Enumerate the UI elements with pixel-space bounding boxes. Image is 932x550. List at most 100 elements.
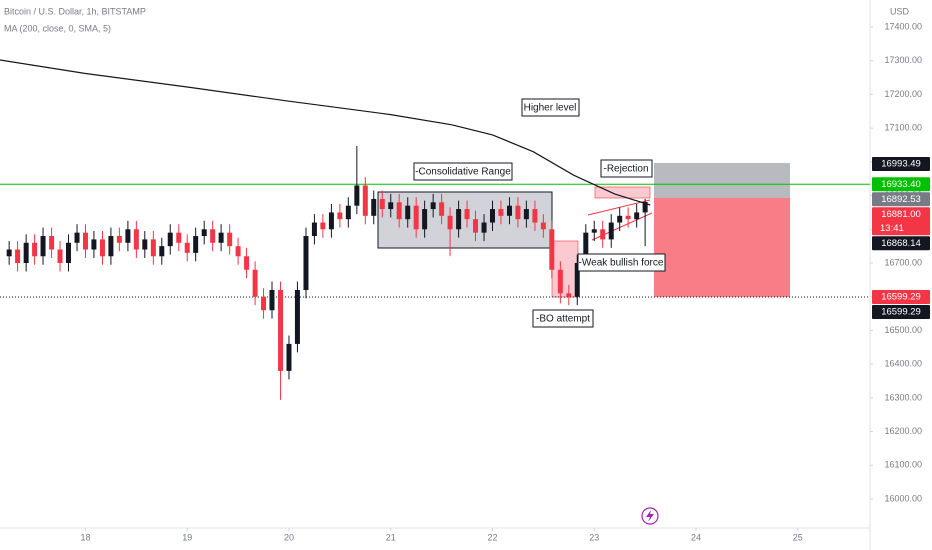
candle-body [600,229,606,240]
candle-body [193,236,199,253]
candle-body [439,202,445,216]
price-label: 16933.40 [881,179,921,190]
x-tick-label: 22 [487,532,497,542]
candle-body [269,289,275,311]
candle-body [218,232,224,243]
event-icon[interactable] [641,507,659,525]
candle-body [362,185,368,216]
candle-body [506,205,512,216]
candle-body [625,215,631,220]
candle-body [642,201,648,213]
price-label: 16599.29 [881,306,921,317]
countdown: 13:41 [880,223,904,234]
candle-body [116,236,122,243]
candle-body [498,209,504,216]
currency: USD [890,6,910,16]
candle-body [278,289,284,371]
candle-body [74,232,80,243]
annotation: -Weak bullish force [579,258,664,269]
candle-body [32,242,38,257]
candle-body [167,232,173,247]
candle-body [379,198,385,210]
candle-body [244,256,250,270]
annotation: -Rejection [603,164,648,175]
candle-body [6,249,12,257]
candle-body [337,212,343,220]
price-label-box [872,289,930,304]
candle-body [65,242,71,264]
annotation-box [577,253,666,272]
candle-body [557,269,563,294]
annotation-box [600,159,653,178]
y-tick-label: 17300.00 [884,55,922,65]
candle-body [634,212,640,220]
price-label-box [872,177,930,192]
candle-body [23,242,29,264]
candle-body [159,246,165,257]
candle-body [108,236,114,257]
candle-body [91,239,97,250]
candle-body [617,215,623,223]
candle-body [413,205,419,230]
bo-box [551,240,579,298]
candle-body [515,205,521,220]
candle-body [532,209,538,223]
candle-body [235,246,241,257]
y-tick-label: 16200.00 [884,426,922,436]
candle-body [57,249,63,264]
candle-body [447,215,453,230]
candle-body [574,263,580,297]
indicator-label: MA (200, close, 0, SMA, 5) [4,23,111,33]
candle-body [354,185,360,206]
candle-body [99,239,105,257]
annotation-box [532,309,594,328]
candle-body [608,222,614,240]
price-label-box [872,192,930,207]
candle-body [345,205,351,220]
candle-body [133,229,139,250]
chart-title: Bitcoin / U.S. Dollar, 1h, BITSTAMP [4,6,146,16]
candle-body [481,222,487,233]
channel-line [587,199,651,216]
candle-body [472,219,478,233]
x-tick-label: 18 [80,532,90,542]
candle-body [388,202,394,210]
price-label: 16993.49 [881,159,921,170]
x-tick-label: 20 [284,532,294,542]
candle-body [311,222,317,237]
candle-body [150,239,156,257]
candle-body [320,222,326,230]
price-label: 16599.29 [881,291,921,302]
y-tick-label: 17400.00 [884,21,922,31]
annotation: Higher level [524,103,577,114]
x-tick-label: 23 [589,532,599,542]
candle-body [40,236,46,257]
y-tick-label: 16300.00 [884,392,922,402]
rejection-box [594,186,651,199]
annotation: -Consolidative Range [415,167,511,178]
x-tick-label: 25 [793,532,803,542]
candle-body [549,229,555,270]
candle-body [261,296,267,311]
candle-body [523,209,529,220]
y-tick-label: 16400.00 [884,359,922,369]
price-label: 16868.14 [881,238,921,249]
candle-body [396,202,402,220]
annotation-box [521,98,580,117]
candle-body [591,229,597,233]
candle-body [15,249,21,264]
y-tick-label: 16100.00 [884,460,922,470]
x-tick-label: 19 [182,532,192,542]
y-tick-label: 16500.00 [884,325,922,335]
candle-body [82,232,88,250]
candle-body [142,239,148,250]
candle-body [583,232,589,264]
candle-body [464,209,470,220]
annotation-box [413,162,513,181]
candle-body [430,202,436,210]
moving-average [0,59,651,206]
candle-body [227,232,233,247]
price-label: 16892.53 [881,194,921,205]
